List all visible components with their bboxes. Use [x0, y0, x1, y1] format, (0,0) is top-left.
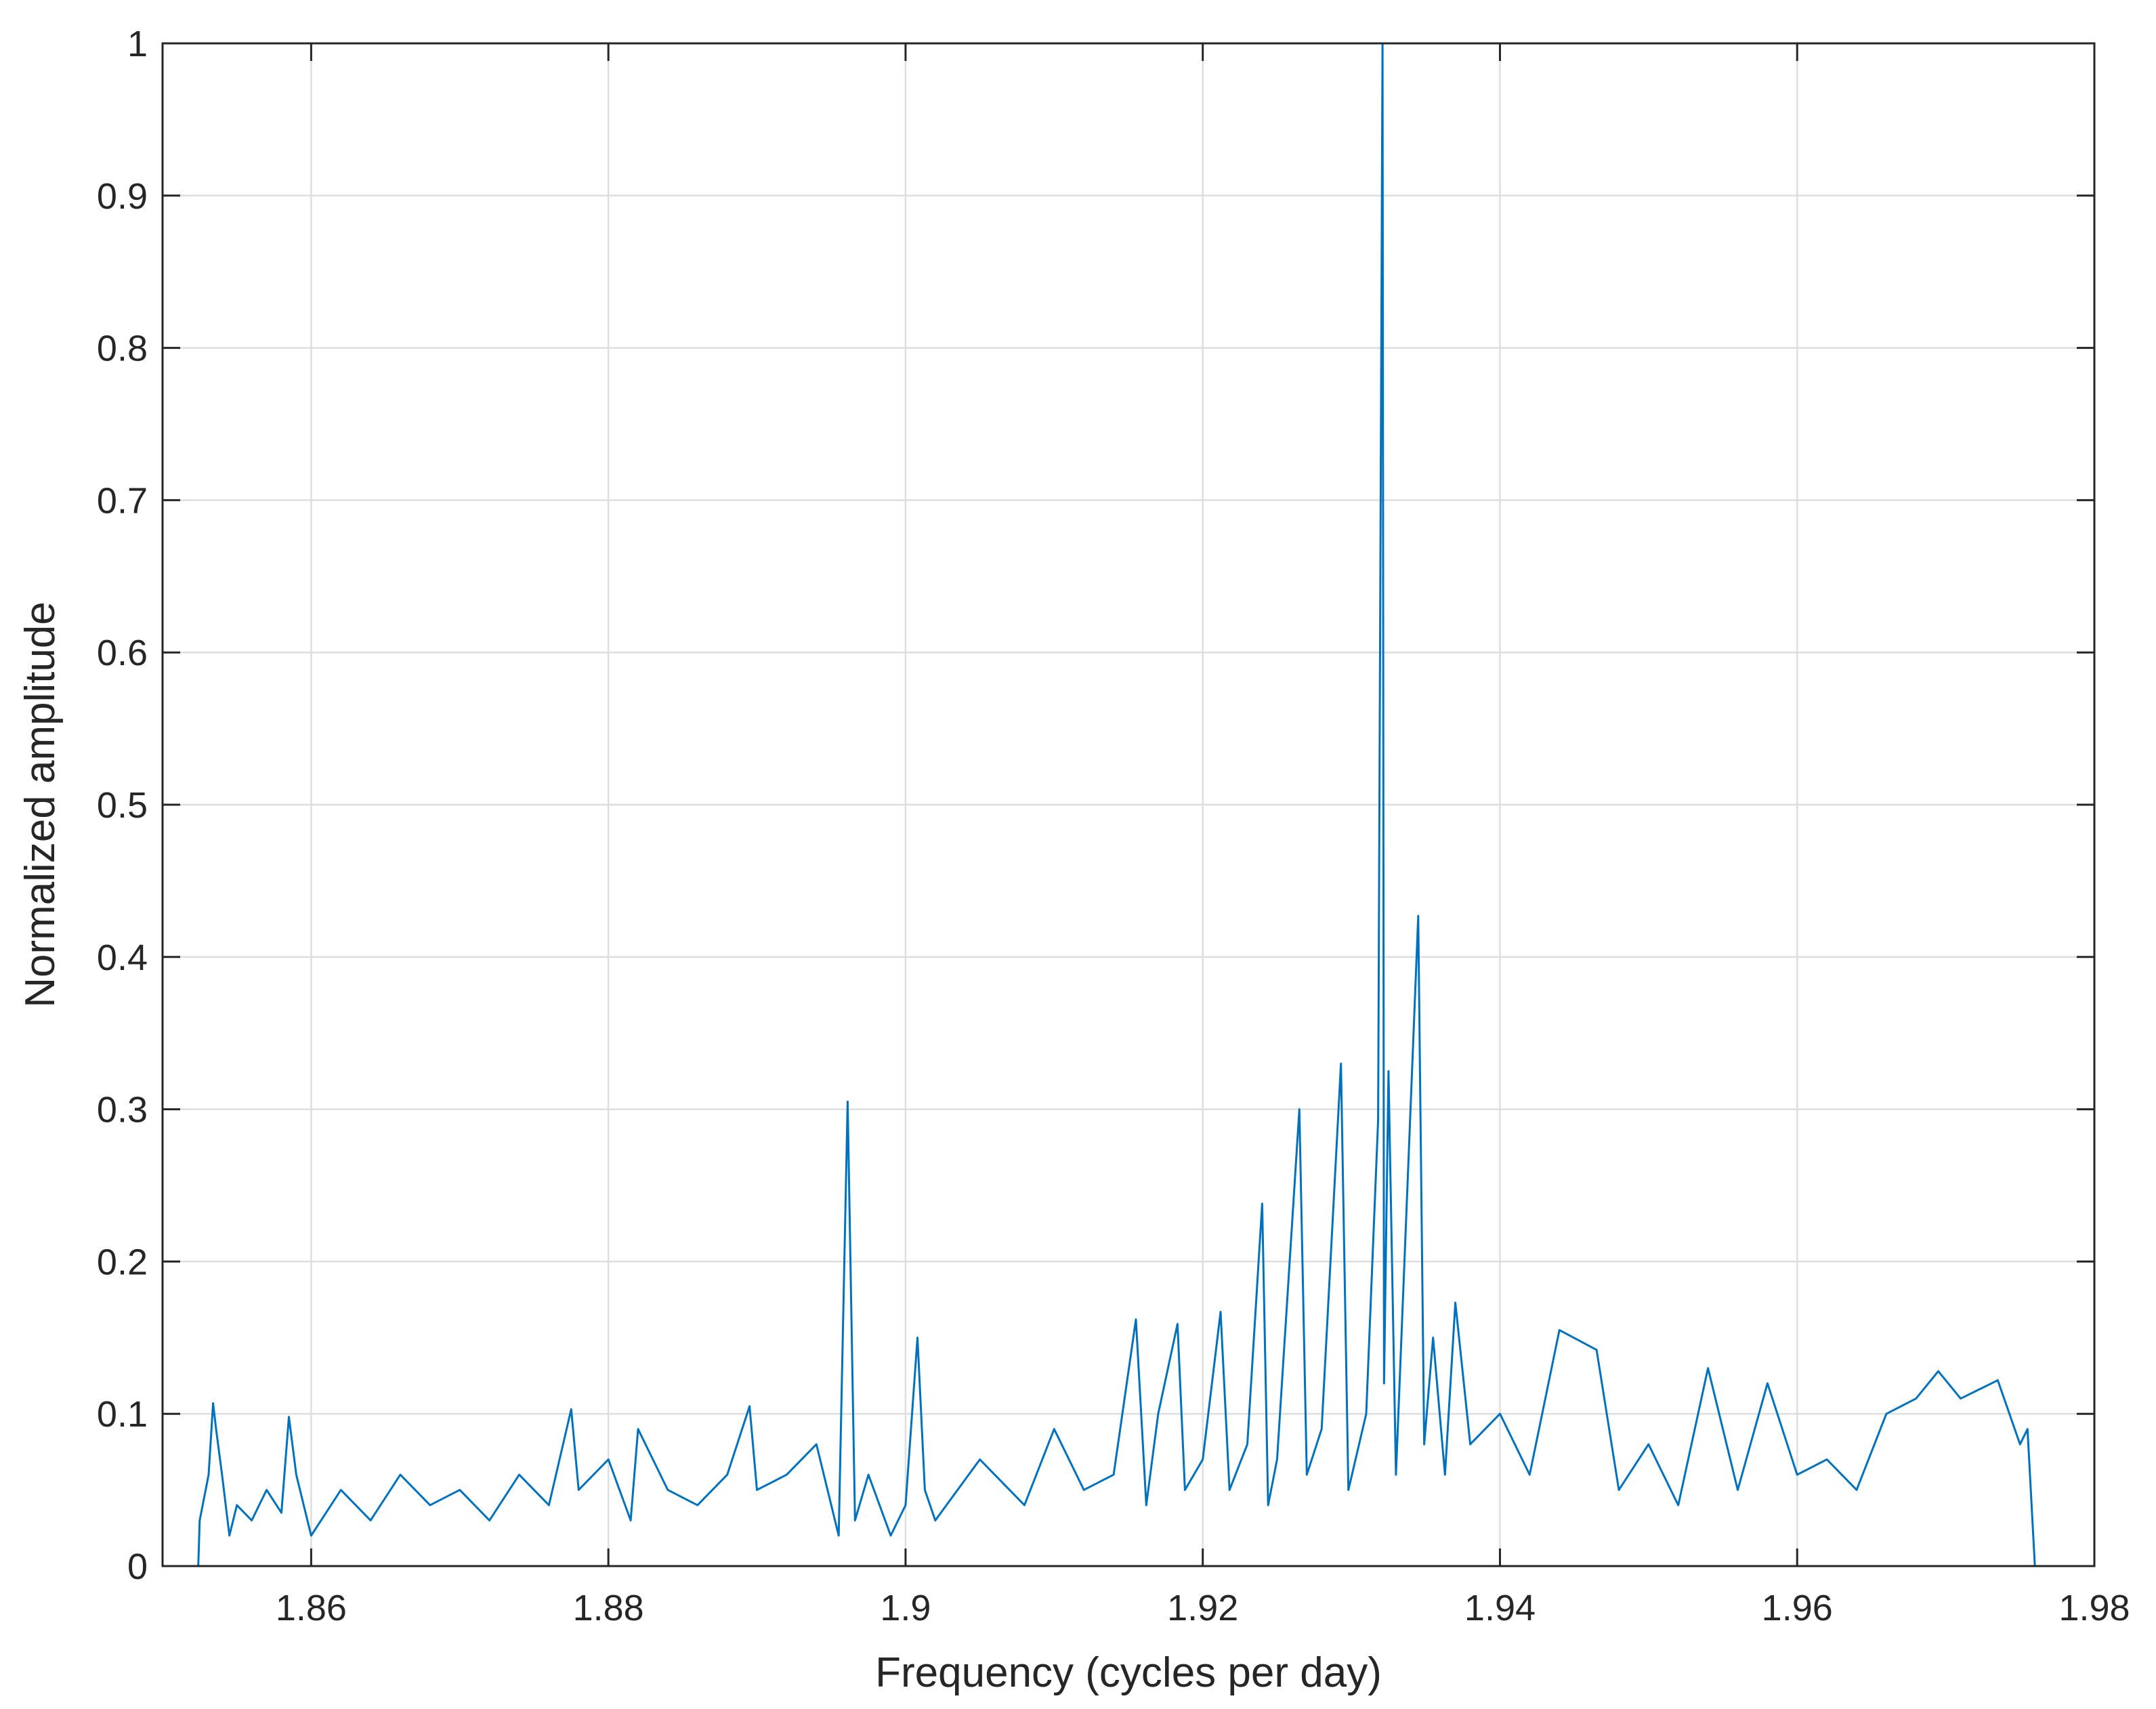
x-tick-label: 1.98 [2058, 1588, 2130, 1628]
y-tick-label: 0.7 [97, 480, 148, 521]
y-tick-label: 0.6 [97, 633, 148, 673]
x-tick-labels: 1.86 1.88 1.9 1.92 1.94 1.96 1.98 [276, 1588, 2130, 1628]
y-tick-labels: 0 0.1 0.2 0.3 0.4 0.5 0.6 0.7 0.8 0.9 1 [97, 24, 148, 1587]
x-tick-label: 1.92 [1167, 1588, 1238, 1628]
y-axis-label: Normalized amplitude [17, 602, 64, 1008]
spectrum-line [163, 42, 2094, 1567]
x-tick-label: 1.88 [573, 1588, 644, 1628]
y-tick-label: 1 [127, 24, 148, 64]
ticks [163, 42, 2096, 1567]
series-layer [163, 42, 2094, 1567]
y-tick-label: 0.1 [97, 1394, 148, 1435]
y-tick-label: 0.9 [97, 176, 148, 217]
x-tick-label: 1.94 [1464, 1588, 1536, 1628]
y-tick-label: 0.2 [97, 1242, 148, 1282]
y-tick-label: 0.3 [97, 1090, 148, 1131]
y-tick-label: 0.4 [97, 937, 148, 978]
x-axis-label: Frequency (cycles per day) [875, 1649, 1382, 1696]
x-tick-label: 1.86 [276, 1588, 347, 1628]
y-tick-label: 0.5 [97, 785, 148, 826]
x-tick-label: 1.9 [880, 1588, 931, 1628]
y-tick-label: 0 [127, 1546, 148, 1587]
y-tick-label: 0.8 [97, 329, 148, 369]
x-tick-label: 1.96 [1762, 1588, 1833, 1628]
